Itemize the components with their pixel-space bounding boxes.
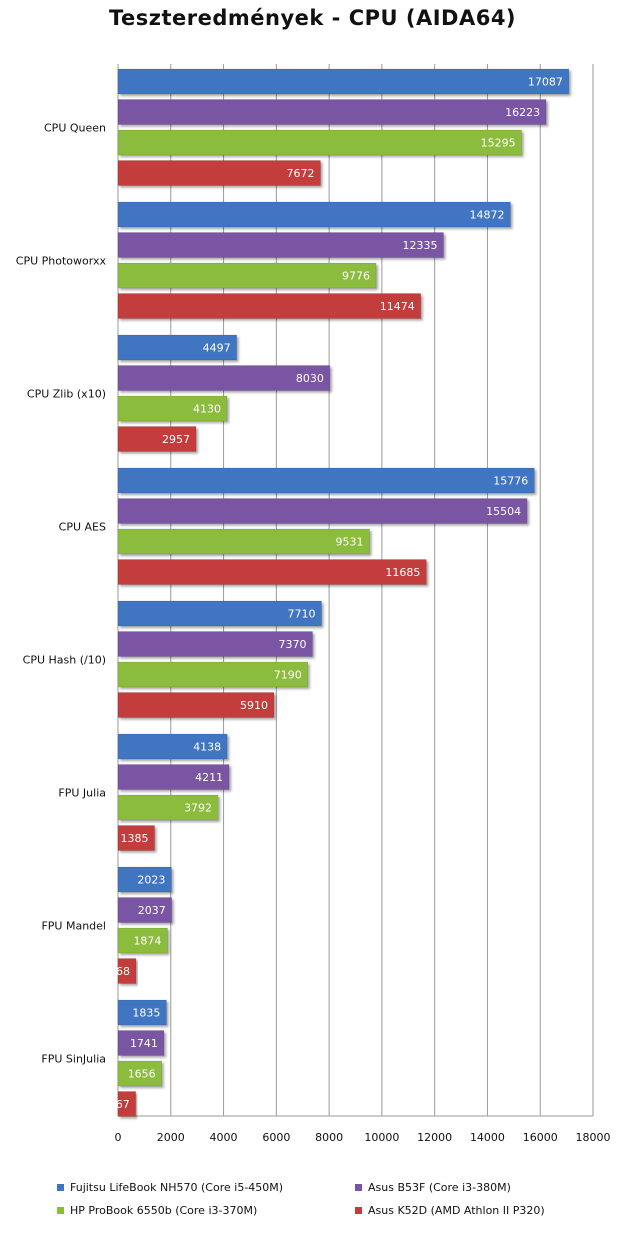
legend-label: Asus K52D (AMD Athlon II P320) bbox=[368, 1204, 545, 1217]
legend-swatch bbox=[57, 1184, 64, 1191]
bar bbox=[117, 129, 522, 156]
x-tick-label: 6000 bbox=[262, 1131, 290, 1144]
data-label: 9776 bbox=[342, 270, 370, 283]
data-label: 7672 bbox=[286, 167, 314, 180]
bar bbox=[117, 927, 168, 954]
data-label: 4497 bbox=[203, 342, 231, 355]
legend-item: Asus B53F (Core i3-380M) bbox=[355, 1181, 511, 1194]
bar bbox=[117, 1091, 137, 1117]
bar bbox=[117, 692, 275, 718]
bar bbox=[117, 334, 237, 361]
x-tick-label: 14000 bbox=[470, 1131, 505, 1144]
chart-area: 0 2000 4000 6000 8000 10000 12000 14000 16000 180… bbox=[16, 64, 611, 1145]
x-tick-label: 0 bbox=[115, 1131, 122, 1144]
bar bbox=[117, 999, 167, 1026]
bar bbox=[117, 958, 137, 984]
x-tick-label: 16000 bbox=[523, 1131, 558, 1144]
bar bbox=[117, 866, 172, 893]
legend-swatch bbox=[355, 1184, 362, 1191]
category-label: CPU Photoworxx bbox=[16, 254, 107, 267]
bar bbox=[117, 201, 511, 228]
legend-label: Asus B53F (Core i3-380M) bbox=[368, 1181, 511, 1194]
data-label: 4211 bbox=[195, 771, 223, 784]
bar bbox=[117, 528, 370, 555]
bar bbox=[117, 794, 219, 821]
data-label: 7710 bbox=[287, 608, 315, 621]
data-label: 15295 bbox=[481, 137, 516, 150]
data-label: 7370 bbox=[278, 638, 306, 651]
data-label: 3792 bbox=[184, 802, 212, 815]
data-label: 2023 bbox=[137, 874, 165, 887]
bar bbox=[117, 293, 422, 319]
data-label: 4138 bbox=[193, 741, 221, 754]
data-label: 67 bbox=[116, 1098, 130, 1111]
bar bbox=[117, 631, 313, 657]
x-tick-label: 10000 bbox=[364, 1131, 399, 1144]
legend-item: Asus K52D (AMD Athlon II P320) bbox=[355, 1204, 545, 1217]
bar bbox=[117, 232, 444, 258]
data-label: 12335 bbox=[403, 239, 438, 252]
bar bbox=[117, 365, 331, 391]
legend-label: Fujitsu LifeBook NH570 (Core i5-450M) bbox=[70, 1181, 284, 1194]
bar bbox=[117, 559, 427, 585]
x-tick-label: 18000 bbox=[576, 1131, 611, 1144]
category-label: CPU Zlib (x10) bbox=[27, 387, 106, 400]
bar bbox=[117, 262, 377, 289]
data-label: 68 bbox=[116, 965, 130, 978]
legend-label: HP ProBook 6550b (Core i3-370M) bbox=[70, 1204, 258, 1217]
bar bbox=[117, 426, 197, 452]
data-label: 15504 bbox=[486, 505, 521, 518]
legend-swatch bbox=[57, 1207, 64, 1214]
data-label: 2037 bbox=[138, 904, 166, 917]
legend-item: Fujitsu LifeBook NH570 (Core i5-450M) bbox=[57, 1181, 283, 1194]
data-label: 1874 bbox=[133, 935, 161, 948]
bar bbox=[117, 733, 228, 760]
x-tick-label: 12000 bbox=[417, 1131, 452, 1144]
data-label: 8030 bbox=[296, 372, 324, 385]
data-label: 17087 bbox=[528, 76, 563, 89]
data-label: 7190 bbox=[274, 669, 302, 682]
data-label: 2957 bbox=[162, 433, 190, 446]
bar bbox=[117, 764, 230, 790]
bar bbox=[117, 661, 309, 688]
category-label: FPU Mandel bbox=[41, 919, 106, 932]
chart-title: Teszteredmények - CPU (AIDA64) bbox=[108, 6, 517, 30]
data-label: 4130 bbox=[193, 403, 221, 416]
data-label: 14872 bbox=[469, 209, 504, 222]
data-label: 1741 bbox=[130, 1037, 158, 1050]
bar bbox=[117, 1030, 165, 1056]
category-label: CPU Queen bbox=[44, 121, 106, 134]
data-label: 1656 bbox=[128, 1068, 156, 1081]
category-label: FPU SinJulia bbox=[41, 1052, 106, 1065]
labels: 0 2000 4000 6000 8000 10000 12000 14000 16000 180… bbox=[16, 76, 611, 1145]
legend-item: HP ProBook 6550b (Core i3-370M) bbox=[57, 1204, 257, 1217]
bar bbox=[117, 467, 535, 494]
data-label: 15776 bbox=[493, 475, 528, 488]
data-label: 9531 bbox=[336, 536, 364, 549]
bar bbox=[117, 600, 322, 627]
x-tick-label: 4000 bbox=[210, 1131, 238, 1144]
bar bbox=[117, 897, 173, 923]
data-label: 16223 bbox=[505, 106, 540, 119]
x-tick-label: 2000 bbox=[157, 1131, 185, 1144]
bars bbox=[117, 68, 570, 1117]
bar bbox=[117, 825, 155, 851]
bar bbox=[117, 160, 321, 186]
bar bbox=[117, 68, 570, 95]
bar bbox=[117, 99, 547, 125]
data-label: 1835 bbox=[132, 1007, 160, 1020]
x-tick-label: 8000 bbox=[315, 1131, 343, 1144]
bar bbox=[117, 498, 528, 524]
category-label: CPU AES bbox=[59, 520, 106, 533]
data-label: 1385 bbox=[121, 832, 149, 845]
bar bbox=[117, 1060, 163, 1087]
legend-swatch bbox=[355, 1207, 362, 1214]
data-label: 11474 bbox=[380, 300, 415, 313]
legend: Fujitsu LifeBook NH570 (Core i5-450M) Asu… bbox=[0, 1168, 625, 1228]
bar bbox=[117, 395, 228, 422]
data-label: 5910 bbox=[240, 699, 268, 712]
data-label: 11685 bbox=[385, 566, 420, 579]
category-label: CPU Hash (/10) bbox=[23, 653, 106, 666]
category-label: FPU Julia bbox=[58, 786, 106, 799]
